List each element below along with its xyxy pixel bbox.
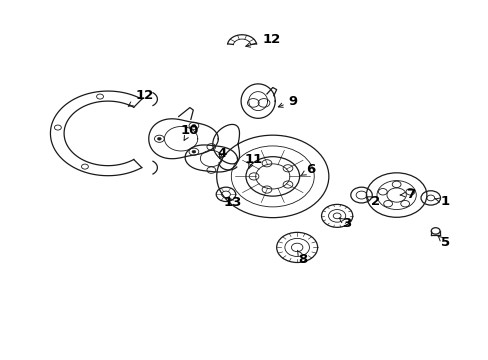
Text: 11: 11: [244, 153, 262, 168]
Text: 5: 5: [437, 236, 449, 249]
Text: 9: 9: [278, 95, 297, 108]
Circle shape: [192, 124, 196, 127]
Circle shape: [192, 150, 196, 153]
Circle shape: [157, 137, 161, 140]
Text: 4: 4: [218, 147, 227, 159]
Text: 2: 2: [366, 195, 379, 208]
Text: 3: 3: [339, 217, 351, 230]
Text: 13: 13: [223, 196, 241, 209]
Text: 12: 12: [128, 89, 153, 106]
Text: 10: 10: [181, 124, 199, 140]
Text: 8: 8: [297, 250, 307, 266]
Text: 12: 12: [245, 32, 280, 47]
Text: 6: 6: [300, 163, 314, 176]
Text: 7: 7: [399, 188, 414, 201]
Text: 1: 1: [434, 195, 449, 208]
